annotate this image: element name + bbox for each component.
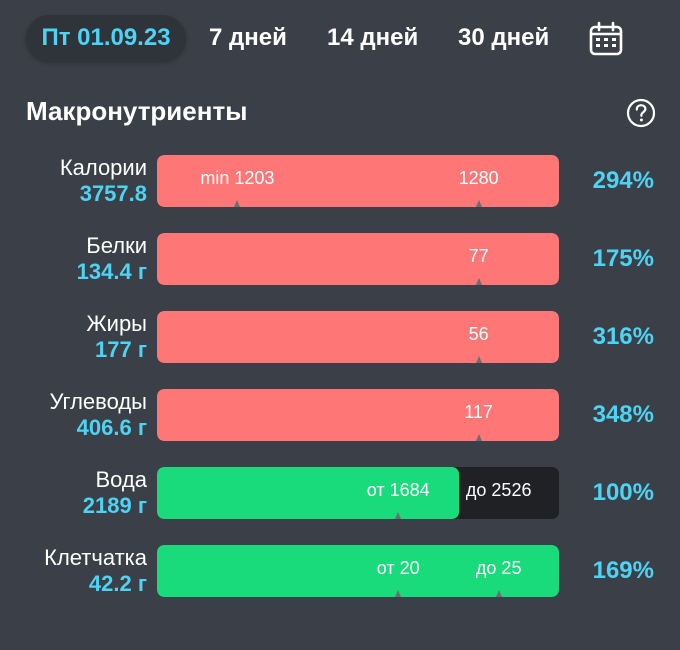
bar-marker-label: до 2526 (465, 480, 532, 500)
nutrient-row-carbs: Углеводы 406.6 г 117 348% (0, 389, 680, 445)
nutrient-label: Калории 3757.8 (0, 155, 147, 207)
section-title: Макронутриенты (26, 96, 248, 126)
bar-marker-tick (475, 200, 482, 207)
bar-marker-tick (475, 434, 482, 441)
bar-fill (157, 233, 559, 285)
bar-marker-label: 77 (468, 246, 489, 266)
nutrient-percent: 169% (592, 557, 654, 584)
bar-marker-tick (395, 512, 402, 519)
nutrient-name: Углеводы (49, 389, 147, 414)
nutrient-label: Жиры 177 г (0, 311, 147, 363)
nutrient-name: Калории (59, 155, 147, 180)
nutrient-name: Вода (95, 467, 148, 492)
nutrient-bar: от 20 до 25 (157, 545, 559, 597)
bar-marker-tick (234, 200, 241, 207)
nutrient-bar: 77 (157, 233, 559, 285)
nutrient-bar: от 1684 до 2526 (157, 467, 559, 519)
bar-marker-label: 117 (464, 402, 493, 422)
nutrient-value: 406.6 г (76, 415, 147, 440)
bar-marker-label: до 25 (475, 558, 522, 578)
bar-fill (157, 155, 559, 207)
period-selector: Пт 01.09.23 7 дней 14 дней 30 дней (26, 15, 680, 61)
bar-fill (157, 389, 559, 441)
nutrient-bar: min 1203 1280 (157, 155, 559, 207)
help-icon[interactable] (626, 98, 656, 128)
bar-marker-label: от 20 (376, 558, 420, 578)
bar-marker-label: 56 (468, 324, 489, 344)
bar-marker-label: min 1203 (200, 168, 275, 188)
bar-fill (157, 311, 559, 363)
nutrient-row-protein: Белки 134.4 г 77 175% (0, 233, 680, 289)
nutrient-percent: 316% (592, 323, 654, 350)
bar-fill (157, 545, 559, 597)
bar-marker-label: от 1684 (366, 480, 430, 500)
nutrient-label: Белки 134.4 г (0, 233, 147, 285)
nutrient-name: Жиры (86, 311, 147, 336)
period-tab-7-days[interactable]: 7 дней (209, 24, 287, 51)
nutrient-value: 3757.8 (79, 181, 147, 206)
bar-fill (157, 467, 459, 519)
period-tab-30-days[interactable]: 30 дней (458, 24, 550, 51)
nutrient-row-fiber: Клетчатка 42.2 г от 20 до 25 169% (0, 545, 680, 601)
nutrient-bar: 117 (157, 389, 559, 441)
bar-marker-tick (395, 590, 402, 597)
bar-marker-label: 1280 (458, 168, 499, 188)
nutrient-row-calories: Калории 3757.8 min 1203 1280 294% (0, 155, 680, 211)
nutrient-percent: 294% (592, 167, 654, 194)
nutrient-row-fat: Жиры 177 г 56 316% (0, 311, 680, 367)
nutrient-percent: 175% (592, 245, 654, 272)
nutrient-value: 177 г (95, 337, 147, 362)
bar-marker-tick (475, 278, 482, 285)
nutrient-name: Клетчатка (44, 545, 147, 570)
nutrient-percent: 100% (592, 479, 654, 506)
nutrient-bar: 56 (157, 311, 559, 363)
bar-marker-tick (495, 590, 502, 597)
nutrient-row-water: Вода 2189 г от 1684 до 2526 100% (0, 467, 680, 523)
nutrient-value: 2189 г (82, 493, 147, 518)
period-tab-14-days[interactable]: 14 дней (327, 24, 419, 51)
nutrient-name: Белки (86, 233, 147, 258)
nutrient-percent: 348% (592, 401, 654, 428)
nutrient-value: 134.4 г (76, 259, 147, 284)
nutrient-value: 42.2 г (88, 571, 147, 596)
nutrient-label: Клетчатка 42.2 г (0, 545, 147, 597)
bar-marker-tick (475, 356, 482, 363)
nutrient-label: Вода 2189 г (0, 467, 147, 519)
calendar-icon[interactable] (586, 19, 626, 59)
period-tab-day[interactable]: Пт 01.09.23 (26, 15, 186, 61)
nutrient-label: Углеводы 406.6 г (0, 389, 147, 441)
